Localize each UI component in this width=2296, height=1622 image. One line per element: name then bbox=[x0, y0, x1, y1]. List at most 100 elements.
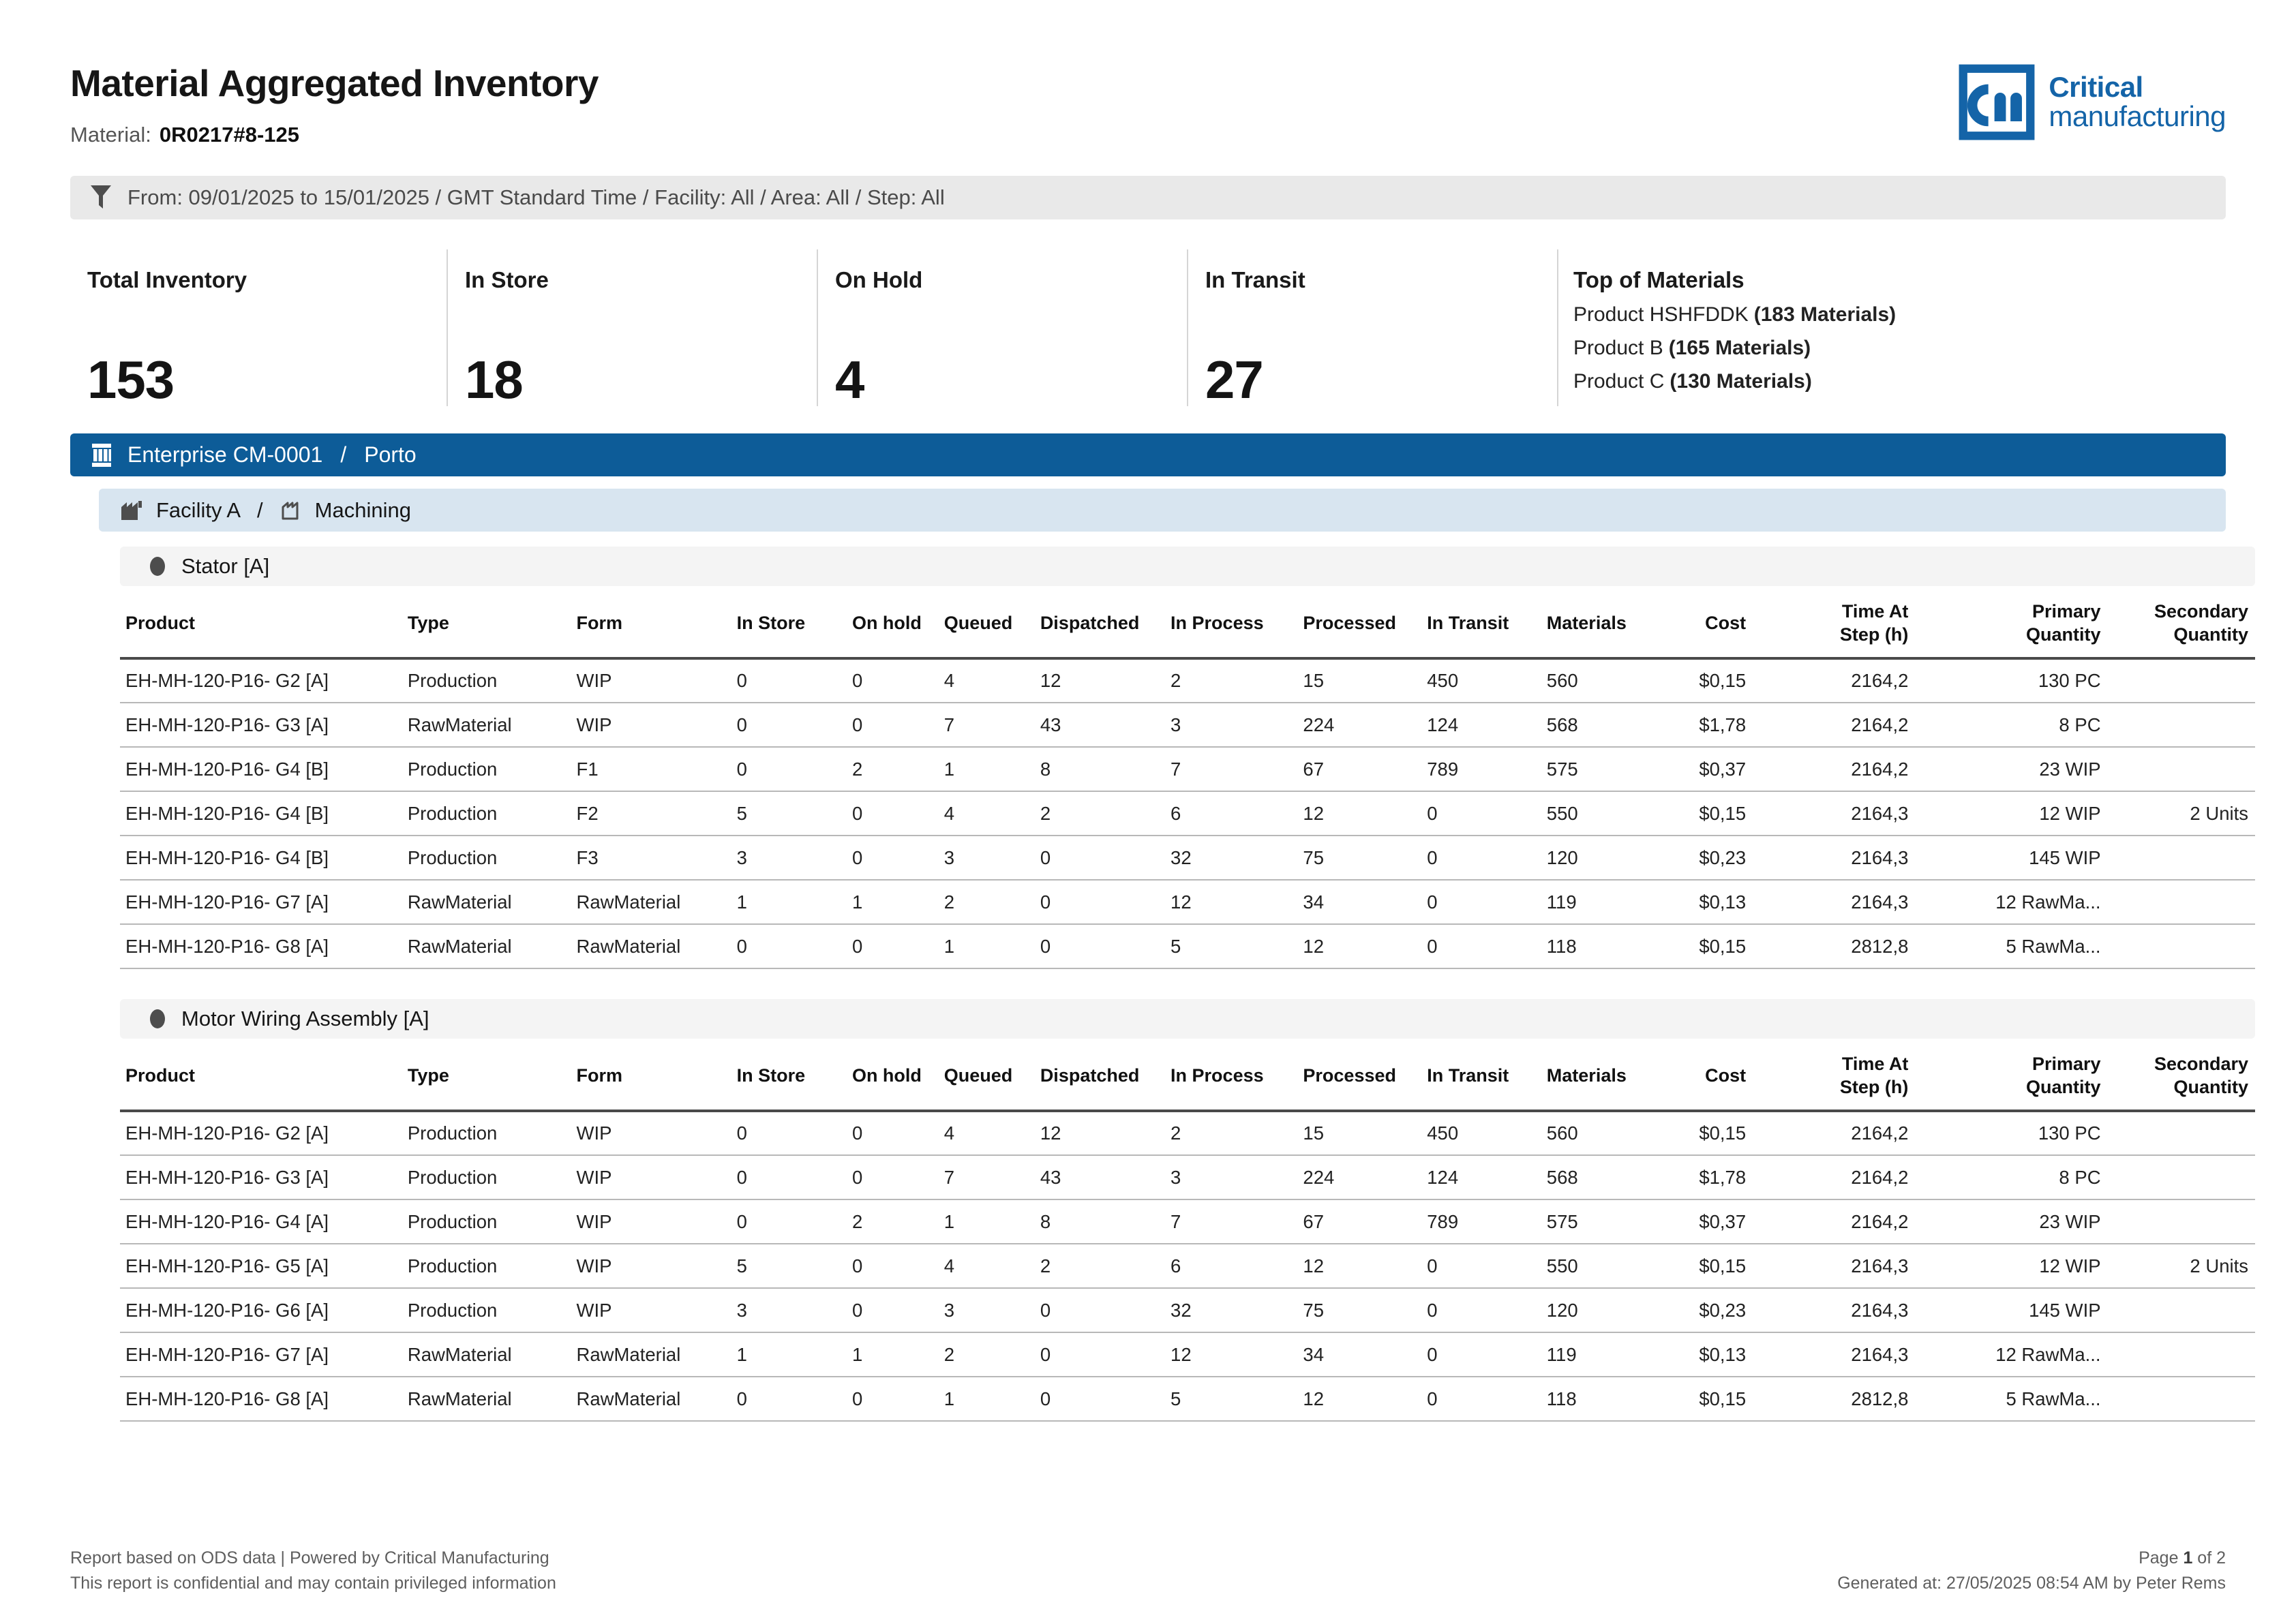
table-cell: RawMaterial bbox=[571, 1377, 731, 1422]
logo-mark-icon bbox=[1959, 64, 2035, 140]
table-cell: EH-MH-120-P16- G4 [A] bbox=[120, 1199, 402, 1244]
table-cell: 450 bbox=[1421, 658, 1541, 703]
table-cell: $0,23 bbox=[1640, 836, 1753, 881]
table-cell: 5 RawMa... bbox=[1915, 924, 2108, 969]
table-cell: 12 bbox=[1165, 1332, 1298, 1377]
table-cell: 0 bbox=[1034, 924, 1166, 969]
table-cell: RawMaterial bbox=[402, 880, 571, 925]
table-cell: 0 bbox=[1421, 924, 1541, 969]
table-cell: 124 bbox=[1421, 1155, 1541, 1200]
area-icon bbox=[282, 502, 299, 519]
column-header: Processed bbox=[1297, 1045, 1422, 1112]
table-row: EH-MH-120-P16- G2 [A] Production WIP 0 0 4 12 2… bbox=[120, 658, 2255, 703]
table-cell: EH-MH-120-P16- G2 [A] bbox=[120, 1111, 402, 1156]
table-cell: 2812,8 bbox=[1753, 924, 1916, 969]
table-cell: 568 bbox=[1541, 703, 1640, 748]
column-header: Dispatched bbox=[1034, 593, 1166, 660]
table-cell: WIP bbox=[571, 658, 731, 703]
column-header: Processed bbox=[1297, 593, 1422, 660]
material-line: Material: 0R0217#8-125 bbox=[70, 123, 599, 147]
table-cell: 43 bbox=[1034, 703, 1166, 748]
table-cell: 0 bbox=[1421, 1377, 1541, 1422]
table-row: EH-MH-120-P16- G8 [A] RawMaterial RawMater… bbox=[120, 1377, 2255, 1422]
table-cell: 2 bbox=[1034, 1244, 1166, 1289]
column-header: Secondary Quantity bbox=[2107, 593, 2255, 660]
table-cell bbox=[2107, 1155, 2255, 1200]
table-cell: EH-MH-120-P16- G7 [A] bbox=[120, 880, 402, 925]
table-cell: 12 bbox=[1165, 880, 1298, 925]
table-cell: 560 bbox=[1541, 1111, 1640, 1156]
table-cell: 12 bbox=[1297, 1377, 1422, 1422]
card-value: 4 bbox=[835, 350, 864, 410]
table-cell: 2 bbox=[846, 747, 939, 792]
table-cell: 4 bbox=[938, 791, 1035, 836]
table-cell: 575 bbox=[1541, 1199, 1640, 1244]
column-header: Primary Quantity bbox=[1915, 593, 2108, 660]
facility-factory-icon bbox=[121, 500, 142, 520]
table-cell: 130 PC bbox=[1915, 1111, 2108, 1156]
table-cell: 2164,3 bbox=[1753, 1332, 1916, 1377]
table-cell: RawMaterial bbox=[402, 1377, 571, 1422]
table-cell: Production bbox=[402, 1155, 571, 1200]
table-cell: 118 bbox=[1541, 924, 1640, 969]
table-cell: 12 RawMa... bbox=[1915, 880, 2108, 925]
table-cell: $0,15 bbox=[1640, 658, 1753, 703]
column-header: Queued bbox=[938, 593, 1035, 660]
table-cell: 2164,3 bbox=[1753, 880, 1916, 925]
table-cell: 0 bbox=[846, 791, 939, 836]
column-header: On hold bbox=[846, 593, 939, 660]
column-header: Product bbox=[120, 1045, 402, 1112]
summary-card-on-hold: On Hold 4 bbox=[817, 249, 1187, 410]
table-cell: 0 bbox=[731, 1111, 847, 1156]
table-cell: EH-MH-120-P16- G8 [A] bbox=[120, 924, 402, 969]
report-footer: Report based on ODS data | Powered by Cr… bbox=[70, 1546, 2226, 1596]
table-cell bbox=[2107, 836, 2255, 881]
bullet-icon bbox=[150, 557, 165, 576]
card-label: On Hold bbox=[835, 267, 923, 292]
table-cell: $1,78 bbox=[1640, 703, 1753, 748]
logo-wordmark: Critical manufacturing bbox=[2049, 72, 2226, 132]
table-cell bbox=[2107, 880, 2255, 925]
table-cell: 8 PC bbox=[1915, 1155, 2108, 1200]
table-cell: 0 bbox=[1421, 836, 1541, 881]
card-value: 27 bbox=[1205, 350, 1264, 410]
table-cell: 8 PC bbox=[1915, 703, 2108, 748]
table-cell: 224 bbox=[1297, 703, 1422, 748]
table-cell: 575 bbox=[1541, 747, 1640, 792]
table-cell: 2 Units bbox=[2107, 791, 2255, 836]
table-cell bbox=[2107, 1111, 2255, 1156]
table-row: EH-MH-120-P16- G2 [A] Production WIP 0 0 4 12 2… bbox=[120, 1111, 2255, 1156]
table-cell: $0,15 bbox=[1640, 1244, 1753, 1289]
top-of-materials: Top of Materials Product HSHFDDK (183 Mat… bbox=[1557, 249, 2226, 406]
enterprise-site: Porto bbox=[364, 442, 417, 467]
filter-icon bbox=[91, 185, 111, 209]
table-cell: $0,15 bbox=[1640, 1111, 1753, 1156]
table-cell: WIP bbox=[571, 1244, 731, 1289]
material-label: Material: bbox=[70, 123, 151, 147]
table-cell: 2 bbox=[938, 880, 1035, 925]
table-cell: 12 WIP bbox=[1915, 1244, 2108, 1289]
table-cell: 2164,3 bbox=[1753, 1244, 1916, 1289]
card-label: Total Inventory bbox=[87, 267, 247, 292]
table-cell: $0,37 bbox=[1640, 747, 1753, 792]
table-cell: 2 bbox=[938, 1332, 1035, 1377]
table-cell: 4 bbox=[938, 1244, 1035, 1289]
separator: / bbox=[257, 498, 263, 522]
table-row: EH-MH-120-P16- G4 [B] Production F2 5 0 4 2 6 12… bbox=[120, 791, 2255, 836]
summary-row: Total Inventory 153 In Store 18 On Hold … bbox=[70, 249, 2226, 410]
table-cell: 2164,3 bbox=[1753, 1288, 1916, 1333]
table-cell: 120 bbox=[1541, 836, 1640, 881]
inventory-table: Product Type Form In Store On hold Queued Disp… bbox=[120, 1045, 2255, 1422]
table-cell: 0 bbox=[1034, 1288, 1166, 1333]
enterprise-building-icon bbox=[92, 443, 111, 467]
table-cell: 23 WIP bbox=[1915, 1199, 2108, 1244]
table-cell: 0 bbox=[731, 1199, 847, 1244]
table-cell: 1 bbox=[846, 880, 939, 925]
card-value: 18 bbox=[465, 350, 524, 410]
table-cell: 118 bbox=[1541, 1377, 1640, 1422]
table-cell: $0,13 bbox=[1640, 880, 1753, 925]
table-cell: 789 bbox=[1421, 1199, 1541, 1244]
table-cell bbox=[2107, 1199, 2255, 1244]
motor-wiring-table: Product Type Form In Store On hold Queued Disp… bbox=[120, 1045, 2255, 1422]
logo-brand-bottom: manufacturing bbox=[2049, 100, 2226, 132]
